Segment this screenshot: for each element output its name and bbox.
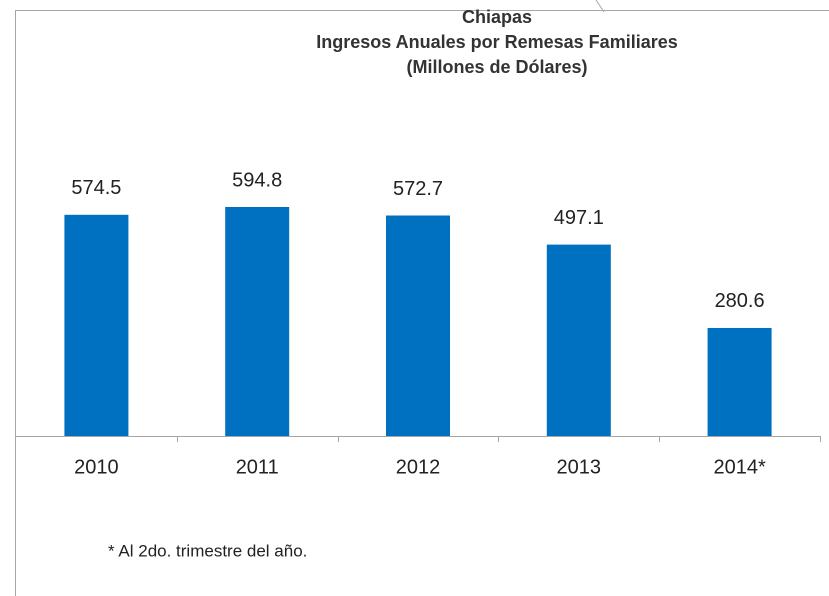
frame-corner	[595, 0, 605, 13]
data-label: 594.8	[232, 169, 282, 191]
bar	[386, 215, 450, 436]
chart-title: Ingresos Anuales por Remesas Familiares	[316, 32, 678, 52]
data-label: 572.7	[393, 178, 443, 200]
bar	[707, 327, 772, 436]
x-tick-label: 2010	[74, 456, 119, 478]
bar	[225, 207, 290, 436]
x-tick-label: 2014*	[713, 456, 765, 478]
bar	[546, 244, 611, 436]
bar	[64, 214, 129, 436]
data-label: 280.6	[715, 290, 765, 312]
chart-title: (Millones de Dólares)	[406, 57, 587, 77]
chart-title: Chiapas	[462, 7, 532, 27]
data-label: 574.5	[71, 177, 121, 199]
footnote: * Al 2do. trimestre del año.	[108, 541, 307, 560]
data-label: 497.1	[554, 207, 604, 229]
x-tick-label: 2012	[396, 456, 441, 478]
x-tick-label: 2011	[236, 456, 279, 478]
x-tick-label: 2013	[557, 456, 602, 478]
